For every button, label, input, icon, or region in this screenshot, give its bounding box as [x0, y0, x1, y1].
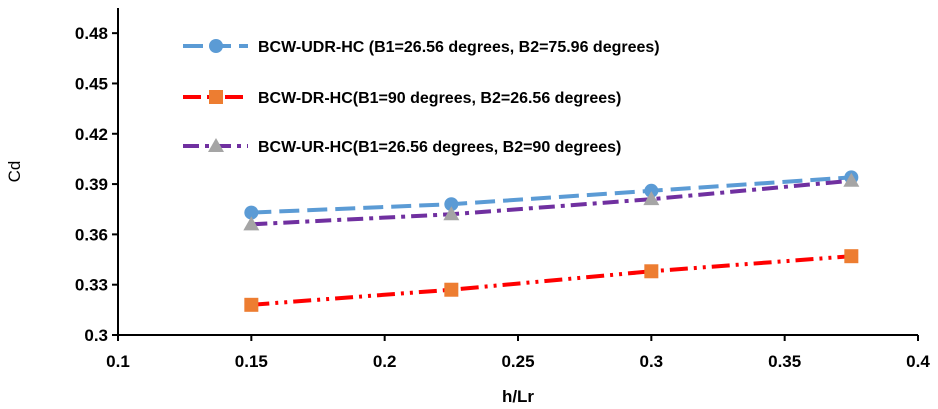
legend-label: BCW-UR-HC(B1=26.56 degrees, B2=90 degree… [258, 139, 621, 156]
legend-label: BCW-UDR-HC (B1=26.56 degrees, B2=75.96 d… [258, 39, 660, 56]
legend-label: BCW-DR-HC(B1=90 degrees, B2=26.56 degree… [258, 90, 621, 107]
y-tick-label: 0.42 [75, 125, 108, 144]
x-tick-label: 0.35 [768, 352, 801, 371]
data-point [443, 206, 460, 221]
y-tick-label: 0.45 [75, 74, 108, 93]
x-axis-title: h/Lr [502, 387, 534, 406]
y-tick-label: 0.33 [75, 276, 108, 295]
legend-marker [209, 39, 223, 53]
legend-marker [208, 138, 224, 152]
y-tick-label: 0.36 [75, 225, 108, 244]
legend-marker [209, 90, 223, 104]
data-point [644, 183, 659, 198]
legend-item: BCW-UR-HC(B1=26.56 degrees, B2=90 degree… [183, 138, 621, 156]
x-tick-label: 0.3 [640, 352, 664, 371]
data-point [843, 172, 860, 187]
series-line [251, 178, 852, 227]
y-axis-title: Cd [5, 161, 24, 183]
series-line [251, 254, 852, 307]
axes: 0.1 0.15 0.2 0.25 0.3 0.35 0.4 0.3 0.33 0.36 0.39 0… [75, 8, 930, 371]
series-3 [243, 172, 860, 231]
data-point [444, 282, 459, 297]
y-tick-label: 0.39 [75, 175, 108, 194]
data-point [244, 297, 259, 312]
data-point [643, 191, 660, 206]
data-point [844, 249, 859, 264]
x-tick-label: 0.1 [106, 352, 130, 371]
y-tick-label: 0.48 [75, 24, 108, 43]
series-layer [243, 170, 860, 312]
data-point [243, 216, 260, 231]
series-2 [244, 249, 859, 312]
x-tick-label: 0.4 [906, 352, 930, 371]
legend: BCW-UDR-HC (B1=26.56 degrees, B2=75.96 d… [183, 39, 660, 156]
series-line [251, 175, 852, 215]
series-1 [244, 170, 859, 220]
legend-item: BCW-UDR-HC (B1=26.56 degrees, B2=75.96 d… [183, 39, 660, 56]
data-point [644, 264, 659, 279]
data-point [244, 205, 259, 220]
data-point [444, 197, 459, 212]
x-tick-label: 0.25 [501, 352, 534, 371]
y-tick-label: 0.3 [84, 326, 108, 345]
legend-item: BCW-DR-HC(B1=90 degrees, B2=26.56 degree… [183, 90, 621, 107]
x-tick-label: 0.2 [373, 352, 397, 371]
x-tick-label: 0.15 [235, 352, 268, 371]
